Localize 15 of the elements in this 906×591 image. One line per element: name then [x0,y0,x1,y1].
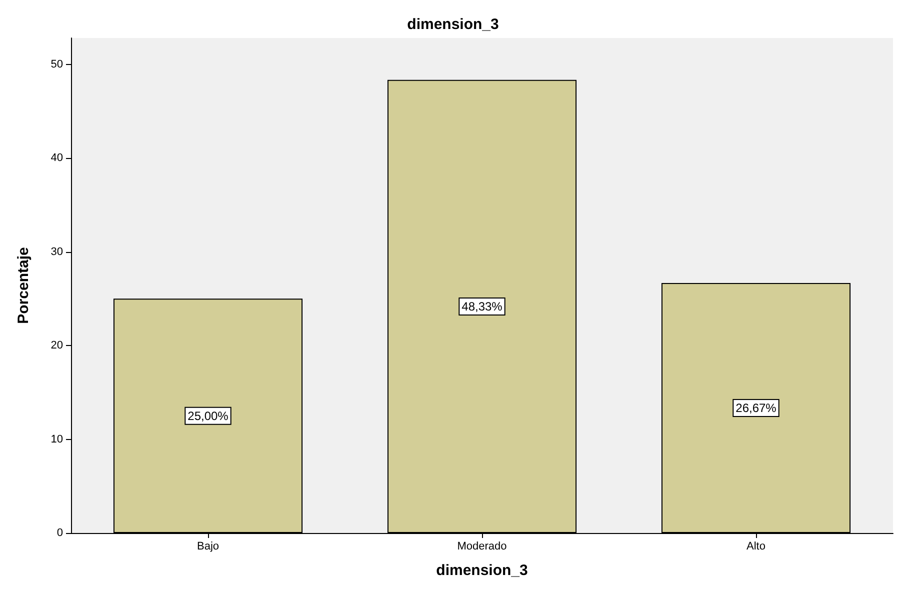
x-tick-label: Alto [746,540,766,552]
x-axis-title: dimension_3 [436,562,528,579]
chart-title: dimension_3 [407,16,499,33]
y-tick-label: 20 [50,340,63,352]
y-tick-label: 0 [56,527,63,539]
data-label: 25,00% [188,408,229,423]
y-tick-label: 50 [50,58,63,70]
y-tick-label: 10 [50,433,63,446]
y-tick-label: 40 [50,152,63,164]
y-tick-label: 30 [50,246,63,258]
x-tick-label: Bajo [196,540,220,552]
x-tick-label: Moderado [457,540,507,552]
y-axis-title: Porcentaje [15,247,32,324]
data-label: 48,33% [462,299,503,314]
data-label: 26,67% [736,400,777,415]
